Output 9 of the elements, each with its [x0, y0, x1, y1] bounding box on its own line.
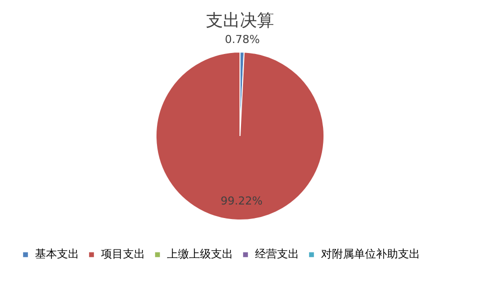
legend-label: 上缴上级支出: [167, 248, 233, 261]
legend-label: 基本支出: [35, 248, 79, 261]
legend-label: 经营支出: [255, 248, 299, 261]
pie-slice: [156, 52, 324, 220]
data-label: 0.78%: [224, 33, 260, 46]
legend-label: 对附属单位补助支出: [321, 248, 420, 261]
data-label: 99.22%: [220, 194, 263, 208]
legend-label: 项目支出: [101, 248, 145, 261]
chart-title: 支出决算: [206, 11, 274, 32]
